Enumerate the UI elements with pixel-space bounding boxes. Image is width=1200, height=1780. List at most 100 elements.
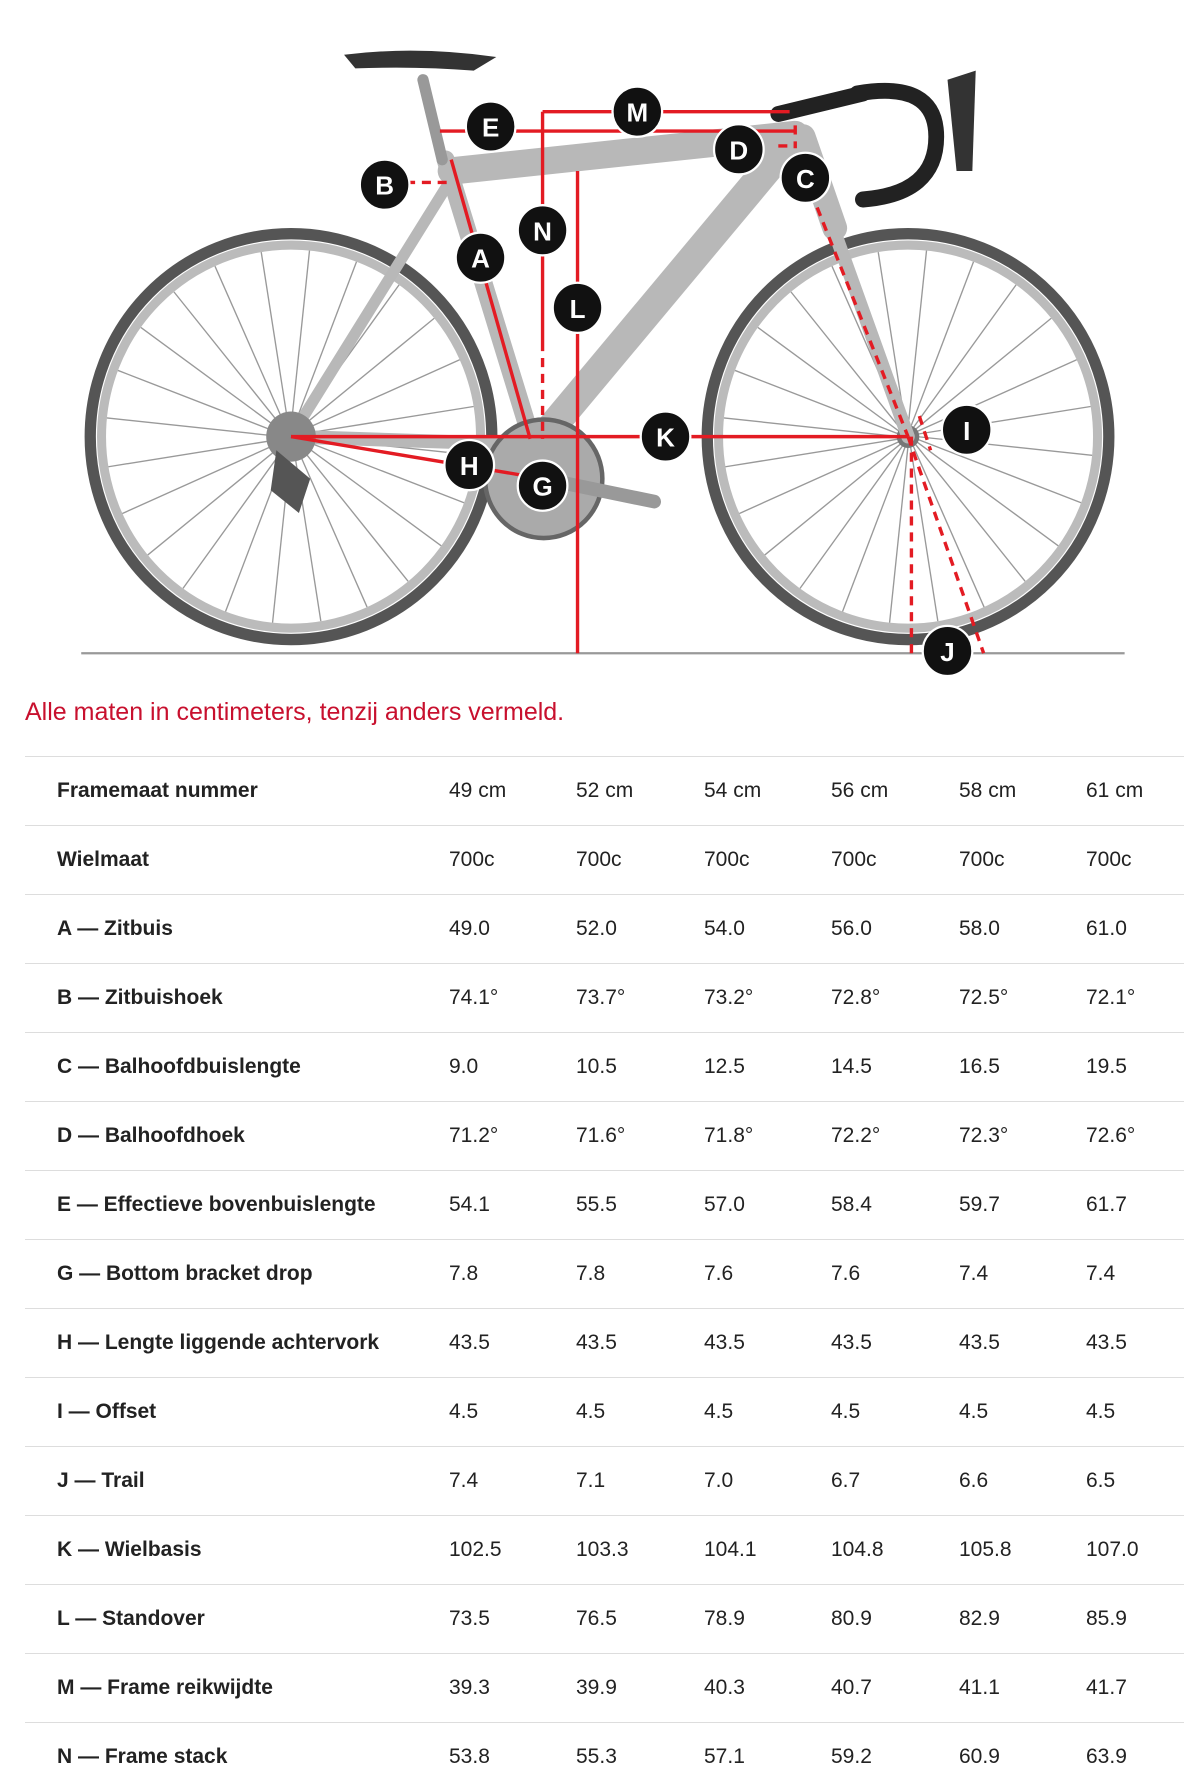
value-cell: 16.5: [959, 1055, 1000, 1078]
label-cell: I — Offset: [57, 1400, 157, 1423]
label-letter: B: [375, 171, 394, 201]
shifter: [947, 70, 976, 171]
spoke: [790, 291, 903, 431]
table-row: N — Frame stack 53.8 55.3 57.1 59.2 60.9 63.9: [25, 1722, 1184, 1780]
value-cell: 61 cm: [1086, 779, 1144, 802]
value-cell: 78.9: [704, 1607, 745, 1630]
value-cell: 71.2°: [449, 1124, 499, 1147]
value-cell: 59.7: [959, 1193, 1000, 1216]
value-cell: 104.8: [831, 1538, 884, 1561]
label-badge: [940, 403, 993, 456]
value-cell: 700c: [704, 848, 750, 871]
spoke: [298, 359, 460, 433]
label-letter: K: [656, 423, 675, 453]
spoke: [292, 261, 358, 429]
handlebar: [849, 82, 945, 208]
measure-label: L: [551, 281, 604, 335]
value-cell: 700c: [831, 848, 877, 871]
value-cell: 56.0: [831, 917, 872, 940]
value-cell: 102.5: [449, 1538, 502, 1561]
value-cell: 58.4: [831, 1193, 872, 1216]
value-cell: 12.5: [704, 1055, 745, 1078]
label-cell: N — Frame stack: [57, 1745, 228, 1768]
saddle: [344, 50, 497, 71]
value-cell: 19.5: [1086, 1055, 1127, 1078]
value-cell: 71.8°: [704, 1124, 754, 1147]
label-cell: B — Zitbuishoek: [57, 986, 223, 1009]
value-cell: 82.9: [959, 1607, 1000, 1630]
label-letter: D: [729, 135, 748, 165]
table-row: A — Zitbuis 49.0 52.0 54.0 56.0 58.0 61.0: [25, 894, 1184, 963]
spoke: [173, 291, 286, 431]
value-cell: 7.4: [959, 1262, 989, 1285]
measure-label: N: [516, 204, 569, 257]
value-cell: 60.9: [959, 1745, 1000, 1768]
spoke: [909, 261, 975, 429]
measure-line: [449, 159, 532, 440]
value-cell: 72.5°: [959, 986, 1009, 1009]
spoke: [916, 438, 1082, 504]
value-cell: 80.9: [831, 1607, 872, 1630]
spoke: [911, 444, 985, 608]
label-cell: E — Effectieve bovenbuislengte: [57, 1193, 376, 1216]
value-cell: 72.3°: [959, 1124, 1009, 1147]
label-badge: [516, 459, 569, 512]
label-letter: C: [796, 164, 815, 194]
spoke: [841, 445, 907, 612]
measure-label: J: [921, 624, 974, 678]
label-cell: H — Lengte liggende achtervork: [57, 1331, 380, 1354]
spoke: [909, 445, 939, 622]
measure-label: H: [443, 438, 496, 492]
table-row: E — Effectieve bovenbuislengte 54.1 55.5 57…: [25, 1170, 1184, 1239]
value-cell: 4.5: [704, 1400, 734, 1423]
value-cell: 9.0: [449, 1055, 479, 1078]
value-cell: 54.0: [704, 917, 745, 940]
table-row: Wielmaat 700c 700c 700c 700c 700c 700c: [25, 825, 1184, 894]
value-cell: 73.2°: [704, 986, 754, 1009]
value-cell: 104.1: [704, 1538, 757, 1561]
bike-diagram: M E D C B N A L K I H G J: [81, 50, 1125, 678]
value-cell: 40.3: [704, 1676, 745, 1699]
label-letter: M: [626, 98, 648, 128]
label-letter: I: [963, 416, 970, 446]
spoke: [182, 444, 288, 589]
label-cell: A — Zitbuis: [57, 917, 173, 940]
value-cell: 61.0: [1086, 917, 1127, 940]
measure-label: A: [454, 231, 507, 284]
measure-label: B: [358, 158, 411, 211]
value-cell: 53.8: [449, 1745, 490, 1768]
spoke: [799, 444, 905, 589]
table-row: H — Lengte liggende achtervork 43.5 43.5 43…: [25, 1308, 1184, 1377]
label-cell: L — Standover: [57, 1607, 205, 1630]
spoke: [140, 326, 284, 433]
value-cell: 71.6°: [576, 1124, 626, 1147]
spoke: [913, 317, 1052, 431]
value-cell: 52 cm: [576, 779, 634, 802]
label-letter: L: [570, 294, 586, 324]
value-cell: 52.0: [576, 917, 617, 940]
label-cell: Wielmaat: [57, 848, 150, 871]
measure-line: [906, 436, 986, 654]
cassette: [266, 411, 316, 462]
value-cell: 700c: [576, 848, 622, 871]
spoke: [122, 440, 284, 515]
value-cell: 7.8: [449, 1262, 479, 1285]
value-cell: 7.8: [576, 1262, 606, 1285]
label-badge: [443, 438, 496, 492]
measure-label: M: [611, 85, 664, 138]
value-cell: 73.5: [449, 1607, 490, 1630]
frame-tube: [524, 127, 805, 458]
value-cell: 107.0: [1086, 1538, 1139, 1561]
spoke: [294, 444, 368, 608]
value-cell: 4.5: [831, 1400, 861, 1423]
label-badge: [712, 123, 765, 176]
value-cell: 56 cm: [831, 779, 889, 802]
value-cell: 72.1°: [1086, 986, 1136, 1009]
value-cell: 58.0: [959, 917, 1000, 940]
spoke: [764, 442, 903, 556]
spoke: [214, 265, 288, 429]
value-cell: 72.6°: [1086, 1124, 1136, 1147]
label-letter: N: [533, 216, 552, 246]
stem: [770, 85, 871, 122]
